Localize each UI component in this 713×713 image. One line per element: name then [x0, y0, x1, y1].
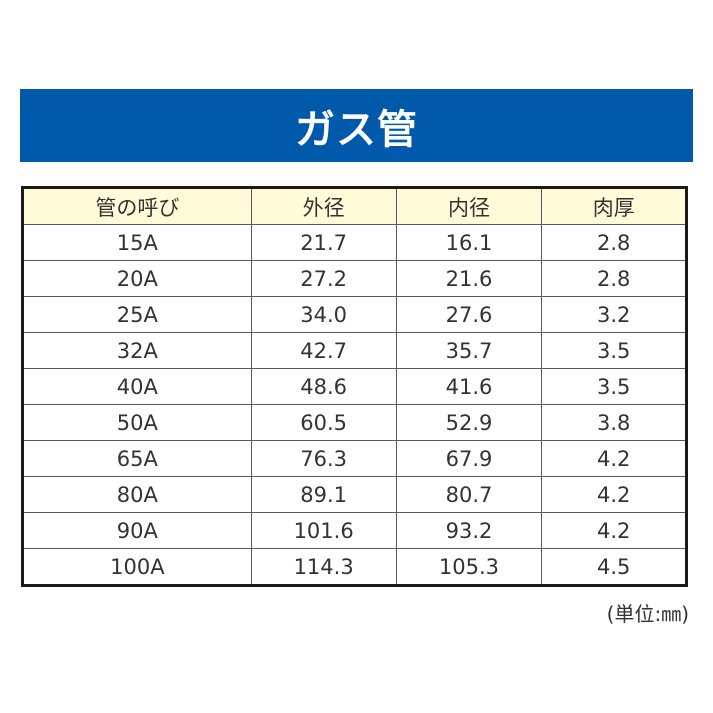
header-inner-diameter: 内径	[395, 187, 543, 225]
table-row: 32A 42.7 35.7 3.5	[22, 332, 687, 369]
cell-nominal-size: 90A	[22, 512, 252, 549]
cell-wall-thickness: 3.8	[541, 404, 687, 441]
cell-wall-thickness: 3.2	[541, 296, 687, 333]
cell-outer-diameter: 27.2	[250, 260, 397, 297]
cell-wall-thickness: 4.2	[541, 440, 687, 477]
cell-wall-thickness: 4.2	[541, 476, 687, 513]
cell-inner-diameter: 27.6	[395, 296, 543, 333]
cell-wall-thickness: 4.2	[541, 512, 687, 549]
cell-wall-thickness: 2.8	[541, 224, 687, 261]
table-row: 90A 101.6 93.2 4.2	[22, 512, 687, 549]
header-outer-diameter: 外径	[250, 187, 397, 225]
cell-nominal-size: 15A	[22, 224, 252, 261]
cell-outer-diameter: 21.7	[250, 224, 397, 261]
cell-wall-thickness: 2.8	[541, 260, 687, 297]
unit-note: (単位:㎜)	[606, 602, 689, 626]
table-row: 65A 76.3 67.9 4.2	[22, 440, 687, 477]
table-header-row: 管の呼び 外径 内径 肉厚	[22, 187, 687, 225]
page-title: ガス管	[295, 106, 418, 153]
cell-inner-diameter: 80.7	[395, 476, 543, 513]
table-row: 40A 48.6 41.6 3.5	[22, 368, 687, 405]
table-row: 25A 34.0 27.6 3.2	[22, 296, 687, 333]
cell-nominal-size: 50A	[22, 404, 252, 441]
header-nominal-size: 管の呼び	[22, 187, 252, 225]
cell-nominal-size: 65A	[22, 440, 252, 477]
table-row: 20A 27.2 21.6 2.8	[22, 260, 687, 297]
cell-outer-diameter: 89.1	[250, 476, 397, 513]
table-row: 15A 21.7 16.1 2.8	[22, 224, 687, 261]
cell-wall-thickness: 4.5	[541, 548, 687, 586]
cell-outer-diameter: 101.6	[250, 512, 397, 549]
cell-inner-diameter: 41.6	[395, 368, 543, 405]
cell-nominal-size: 20A	[22, 260, 252, 297]
cell-inner-diameter: 93.2	[395, 512, 543, 549]
cell-outer-diameter: 48.6	[250, 368, 397, 405]
header-wall-thickness: 肉厚	[541, 187, 687, 225]
cell-nominal-size: 40A	[22, 368, 252, 405]
table-row: 80A 89.1 80.7 4.2	[22, 476, 687, 513]
cell-outer-diameter: 34.0	[250, 296, 397, 333]
cell-nominal-size: 32A	[22, 332, 252, 369]
cell-wall-thickness: 3.5	[541, 368, 687, 405]
cell-outer-diameter: 114.3	[250, 548, 397, 586]
cell-nominal-size: 80A	[22, 476, 252, 513]
cell-wall-thickness: 3.5	[541, 332, 687, 369]
table-row: 100A 114.3 105.3 4.5	[22, 548, 687, 586]
cell-inner-diameter: 52.9	[395, 404, 543, 441]
cell-inner-diameter: 105.3	[395, 548, 543, 586]
cell-outer-diameter: 76.3	[250, 440, 397, 477]
cell-outer-diameter: 60.5	[250, 404, 397, 441]
cell-inner-diameter: 35.7	[395, 332, 543, 369]
gas-pipe-spec-table: 管の呼び 外径 内径 肉厚 15A 21.7 16.1 2.8 20A 27.2 21.6 2…	[21, 186, 688, 587]
cell-outer-diameter: 42.7	[250, 332, 397, 369]
cell-inner-diameter: 21.6	[395, 260, 543, 297]
cell-inner-diameter: 16.1	[395, 224, 543, 261]
cell-nominal-size: 25A	[22, 296, 252, 333]
cell-nominal-size: 100A	[22, 548, 252, 586]
cell-inner-diameter: 67.9	[395, 440, 543, 477]
table-row: 50A 60.5 52.9 3.8	[22, 404, 687, 441]
title-banner: ガス管	[20, 89, 693, 162]
